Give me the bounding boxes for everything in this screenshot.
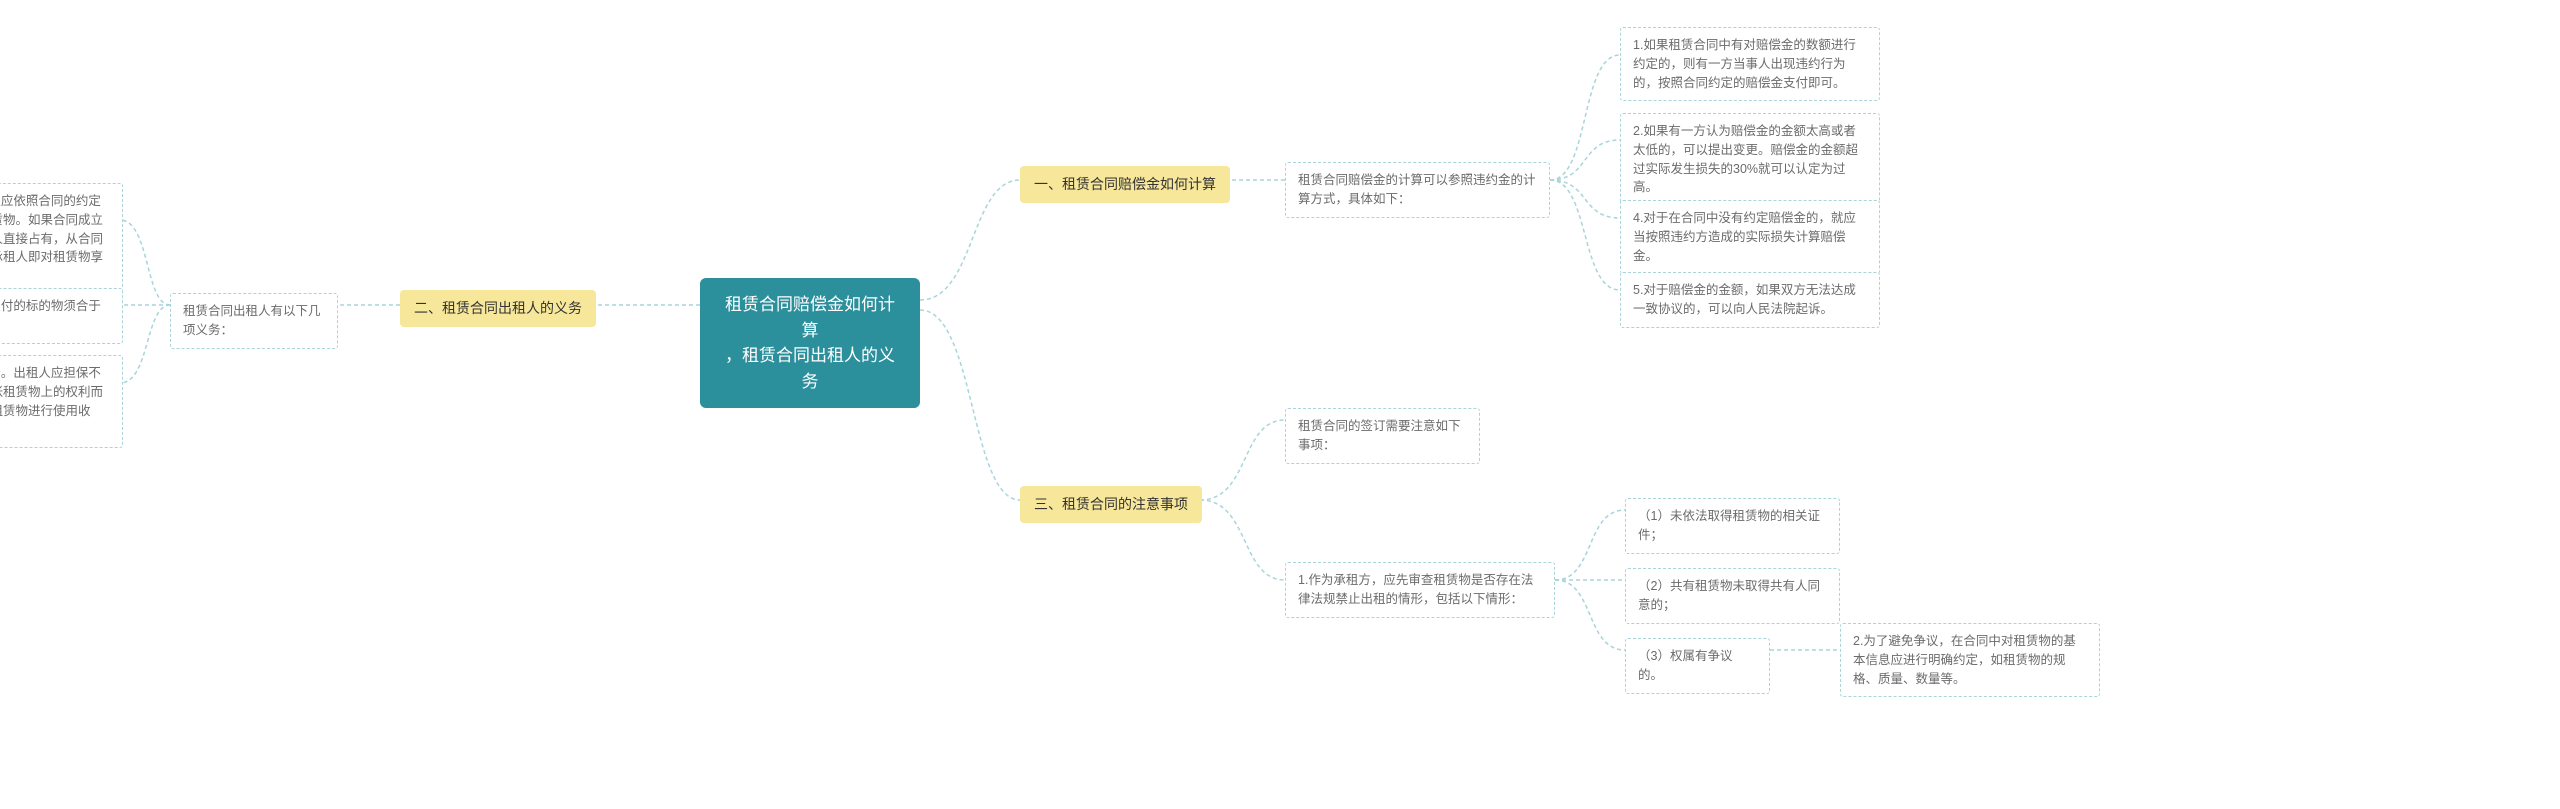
left-item-2: 3.物的瑕疵担保。即交付的标的物须合于约定的用途。 — [0, 288, 123, 344]
root-node: 租赁合同赔偿金如何计算 ，租赁合同出租人的义务 — [700, 278, 920, 408]
right1-item-4: 5.对于赔偿金的金额，如果双方无法达成一致协议的，可以向人民法院起诉。 — [1620, 272, 1880, 328]
branch-right1: 一、租赁合同赔偿金如何计算 — [1020, 166, 1230, 203]
root-line1: 租赁合同赔偿金如何计算 — [720, 292, 900, 343]
right1-item-3: 4.对于在合同中没有约定赔偿金的，就应当按照违约方造成的实际损失计算赔偿金。 — [1620, 200, 1880, 274]
right2-item-2: （2）共有租赁物未取得共有人同意的； — [1625, 568, 1840, 624]
right2-sub2: 1.作为承租方，应先审查租赁物是否存在法律法规禁止出租的情形，包括以下情形： — [1285, 562, 1555, 618]
left-item-1: 1.交付出租物。出租人应依照合同的约定的时间和方式交付租赁物。如果合同成立时租赁… — [0, 183, 123, 295]
right2-extra: 2.为了避免争议，在合同中对租赁物的基本信息应进行明确约定，如租赁物的规格、质量… — [1840, 623, 2100, 697]
right2-item-1: （1）未依法取得租赁物的相关证件； — [1625, 498, 1840, 554]
right1-item-1: 1.如果租赁合同中有对赔偿金的数额进行约定的，则有一方当事人出现违约行为的，按照… — [1620, 27, 1880, 101]
right2-sub1: 租赁合同的签订需要注意如下事项： — [1285, 408, 1480, 464]
right1-item-2: 2.如果有一方认为赔偿金的金额太高或者太低的，可以提出变更。赔偿金的金额超过实际… — [1620, 113, 1880, 206]
left-item-3: 4.权利的瑕疵担保义务。出租人应担保不因第三人对承租人主张租赁物上的权利而使承租… — [0, 355, 123, 448]
branch-left: 二、租赁合同出租人的义务 — [400, 290, 596, 327]
branch-right2: 三、租赁合同的注意事项 — [1020, 486, 1202, 523]
left-sub: 租赁合同出租人有以下几项义务： — [170, 293, 338, 349]
connectors — [0, 0, 2560, 809]
root-line2: ，租赁合同出租人的义务 — [720, 343, 900, 394]
right2-item-3: （3）权属有争议的。 — [1625, 638, 1770, 694]
right1-sub: 租赁合同赔偿金的计算可以参照违约金的计算方式，具体如下： — [1285, 162, 1550, 218]
